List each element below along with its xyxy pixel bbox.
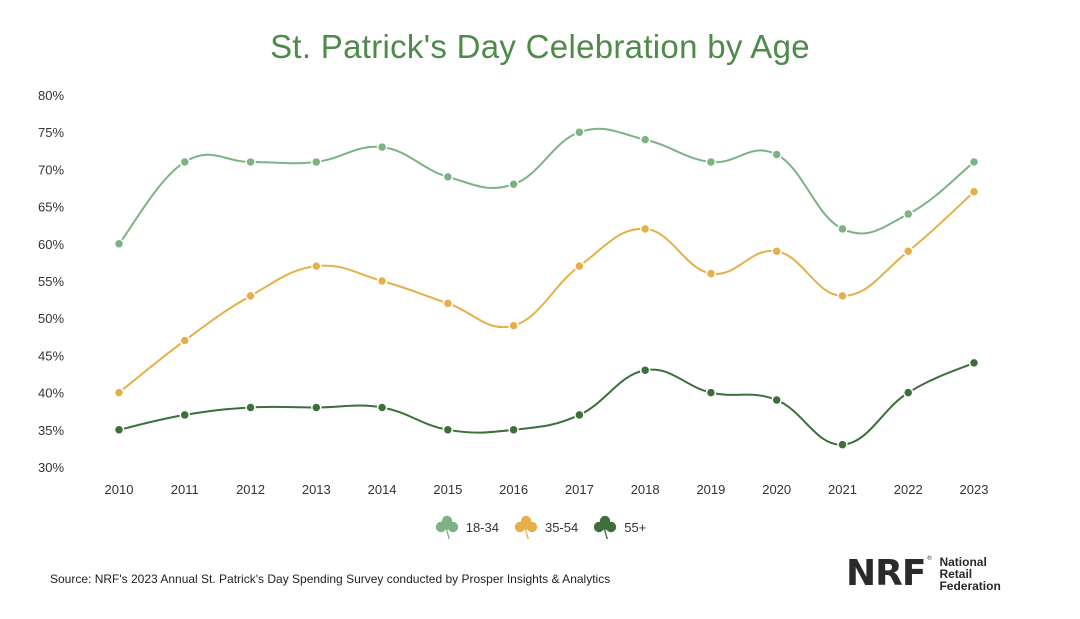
y-tick-label: 65% [38,200,64,215]
data-point [837,439,848,450]
data-point [113,238,125,250]
data-point [968,186,980,197]
data-point [113,424,125,436]
x-tick-label: 2013 [302,482,331,497]
x-tick-label: 2017 [565,482,594,497]
logo-mark: NRF® [846,553,932,594]
y-tick-label: 35% [38,423,64,438]
data-point [902,208,914,220]
data-point [508,179,519,190]
y-tick-label: 60% [38,237,64,252]
shamrock-icon [592,514,618,540]
logo-wordmark: National Retail Federation [939,555,1001,593]
x-tick-label: 2010 [105,482,134,497]
x-tick-label: 2020 [762,482,791,497]
y-axis: 30% 35% 40% 45% 50% 55% 60% 65% 70% 75% 80% [38,88,64,475]
data-point [771,149,782,160]
x-tick-label: 2022 [894,482,923,497]
data-point [113,387,125,398]
data-point [376,275,388,287]
legend-label: 35-54 [544,519,579,535]
data-point [311,402,322,413]
data-point [376,141,388,153]
data-point [508,424,519,436]
data-point [245,290,256,302]
data-point [705,387,717,398]
x-tick-label: 2021 [828,482,857,497]
data-point [311,156,322,168]
legend-item-18-34: 18-34 [434,514,499,540]
y-tick-label: 40% [38,386,64,401]
x-axis: 2010 2011 2012 2013 2014 2015 2016 2017 2018 2019… [105,482,989,497]
y-tick-label: 80% [38,88,64,103]
data-point [968,357,980,369]
series-points [113,126,980,450]
x-tick-label: 2011 [171,482,199,497]
data-point [902,387,914,398]
data-point [705,268,717,279]
data-point [245,156,256,168]
data-point [442,298,454,309]
shamrock-icon [513,514,539,540]
data-point [902,245,914,257]
data-point [508,320,519,331]
data-point [574,126,585,138]
nrf-logo: NRF® National Retail Federation [846,553,1001,594]
y-tick-label: 55% [38,274,64,289]
x-tick-label: 2019 [696,482,725,497]
y-tick-label: 70% [38,162,64,177]
y-tick-label: 50% [38,311,64,326]
legend-label: 55+ [624,519,647,535]
data-point [245,402,256,413]
data-point [968,156,980,168]
x-tick-label: 2014 [368,482,397,497]
data-point [837,290,848,302]
data-point [837,223,848,235]
data-point [574,409,585,421]
x-tick-label: 2012 [236,482,265,497]
data-point [639,223,651,235]
data-point [179,335,191,346]
data-point [705,156,717,168]
legend: 18-34 35-54 55+ [0,514,1080,540]
source-note: Source: NRF's 2023 Annual St. Patrick's … [50,572,611,586]
data-point [311,260,322,272]
y-tick-label: 45% [38,348,64,363]
data-point [771,245,782,257]
data-point [179,409,191,421]
data-point [442,171,454,183]
data-point [574,260,585,272]
chart-title: St. Patrick's Day Celebration by Age [270,28,810,65]
legend-item-55-plus: 55+ [592,514,646,540]
data-point [771,394,782,406]
series-lines [118,127,975,446]
shamrock-icon [434,514,460,540]
y-tick-label: 30% [38,460,64,475]
x-tick-label: 2015 [433,482,462,497]
data-point [639,365,651,376]
x-tick-label: 2018 [631,482,660,497]
y-tick-label: 75% [38,125,64,140]
data-point [639,134,651,145]
legend-item-35-54: 35-54 [513,514,578,540]
legend-label: 18-34 [465,519,499,535]
x-tick-label: 2023 [960,482,989,497]
data-point [179,156,191,168]
data-point [376,402,388,413]
data-point [442,424,454,436]
x-tick-label: 2016 [499,482,528,497]
